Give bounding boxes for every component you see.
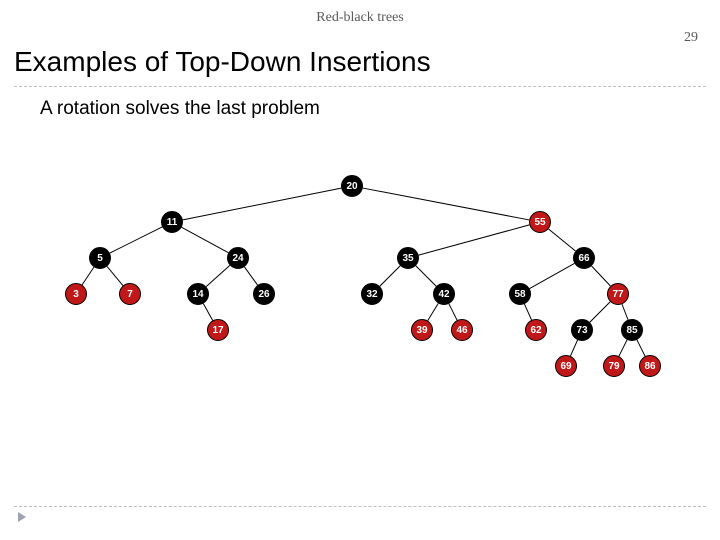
tree-edge bbox=[419, 225, 530, 255]
tree-node: 3 bbox=[65, 283, 87, 305]
title-divider bbox=[14, 86, 706, 87]
tree-edge bbox=[570, 340, 577, 356]
tree-edge bbox=[182, 227, 229, 252]
tree-edge bbox=[428, 303, 439, 320]
tree-node: 55 bbox=[529, 211, 551, 233]
tree-node: 11 bbox=[161, 211, 183, 233]
page-number: 29 bbox=[684, 30, 698, 46]
tree-node: 62 bbox=[525, 319, 547, 341]
tree-node: 32 bbox=[361, 283, 383, 305]
tree-node: 58 bbox=[509, 283, 531, 305]
rb-tree-diagram: 2011555243566371426324258771739466273856… bbox=[42, 175, 678, 405]
tree-node: 73 bbox=[571, 319, 593, 341]
tree-node: 26 bbox=[253, 283, 275, 305]
slide-subtitle: A rotation solves the last problem bbox=[40, 98, 320, 120]
tree-node: 85 bbox=[621, 319, 643, 341]
tree-edge bbox=[363, 188, 529, 220]
slide-topic: Red-black trees bbox=[0, 10, 720, 26]
tree-edge bbox=[622, 304, 628, 319]
footer-divider bbox=[14, 506, 706, 507]
tree-edge bbox=[549, 229, 576, 251]
tree-edge bbox=[637, 340, 645, 356]
tree-edge bbox=[449, 304, 457, 320]
tree-node: 46 bbox=[451, 319, 473, 341]
tree-edge bbox=[110, 227, 162, 253]
tree-edge bbox=[244, 267, 257, 285]
tree-edge bbox=[530, 263, 575, 288]
tree-node: 14 bbox=[187, 283, 209, 305]
tree-edge bbox=[590, 302, 610, 322]
tree-edge bbox=[380, 266, 400, 286]
tree-node: 35 bbox=[397, 247, 419, 269]
tree-node: 24 bbox=[227, 247, 249, 269]
tree-edge bbox=[416, 266, 436, 286]
tree-node: 77 bbox=[607, 283, 629, 305]
tree-node: 17 bbox=[207, 319, 229, 341]
bullet-marker-icon bbox=[18, 512, 26, 522]
tree-node: 79 bbox=[603, 355, 625, 377]
slide-title: Examples of Top-Down Insertions bbox=[14, 46, 431, 78]
tree-node: 66 bbox=[573, 247, 595, 269]
tree-edge bbox=[107, 266, 123, 285]
tree-edge bbox=[524, 304, 531, 320]
tree-node: 20 bbox=[341, 175, 363, 197]
tree-node: 7 bbox=[119, 283, 141, 305]
tree-node: 42 bbox=[433, 283, 455, 305]
tree-node: 5 bbox=[89, 247, 111, 269]
tree-node: 39 bbox=[411, 319, 433, 341]
tree-edge bbox=[619, 340, 627, 356]
tree-edge bbox=[82, 267, 94, 285]
tree-edge bbox=[592, 266, 611, 286]
tree-node: 86 bbox=[639, 355, 661, 377]
tree-node: 69 bbox=[555, 355, 577, 377]
tree-edge bbox=[183, 188, 341, 220]
tree-edge bbox=[206, 265, 230, 286]
tree-edge bbox=[203, 304, 212, 321]
